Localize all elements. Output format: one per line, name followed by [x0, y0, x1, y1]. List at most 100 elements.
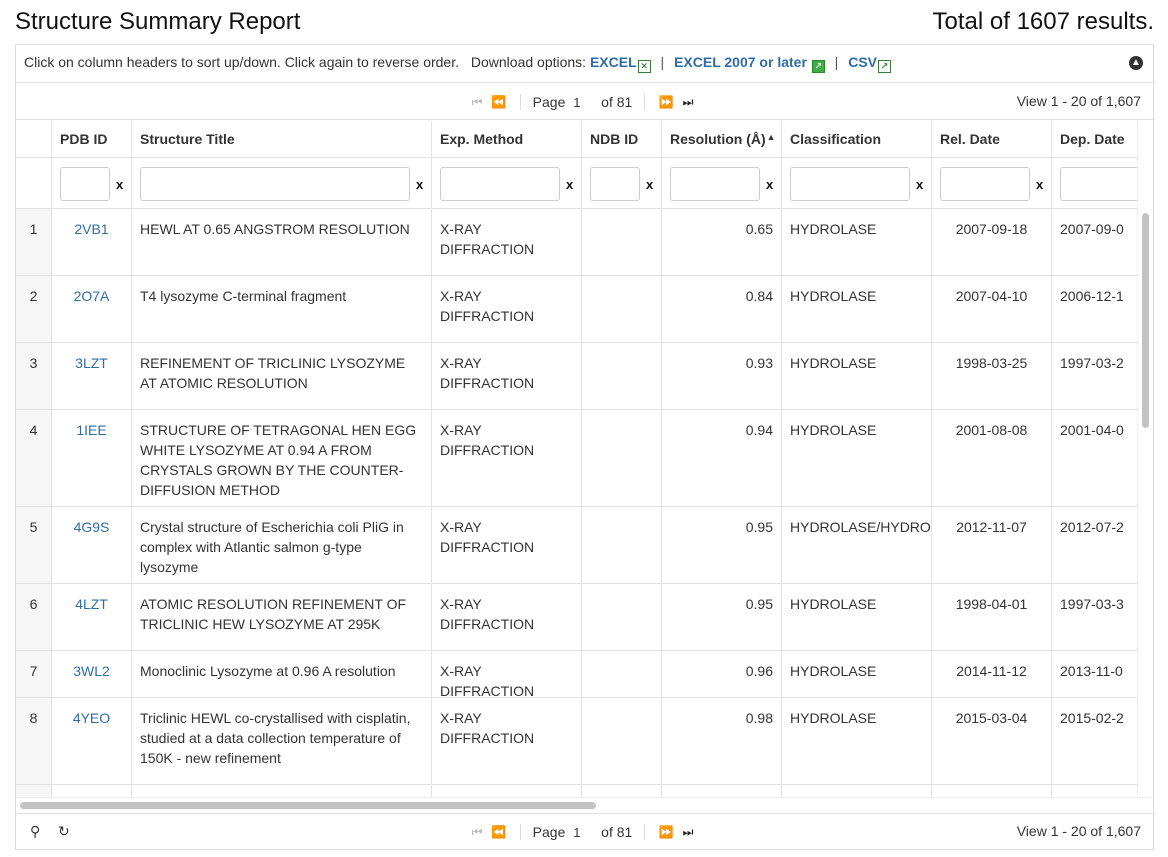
column-header-structure-title[interactable]: Structure Title	[132, 121, 432, 158]
prev-page-icon[interactable]: ⏪	[491, 825, 507, 840]
separator: |	[660, 54, 665, 70]
column-header-exp-method[interactable]: Exp. Method	[432, 121, 582, 158]
clear-filter-icon[interactable]: x	[566, 177, 574, 192]
column-header-resolution[interactable]: Resolution (Å)▲	[662, 121, 782, 158]
cell-exp-method: X-RAY DIFFRACTION	[432, 209, 582, 276]
view-range-text: View 1 - 20 of 1,607	[1016, 93, 1141, 109]
cell-exp-method: X-RAY DIFFRACTION	[432, 343, 582, 410]
search-icon[interactable]: ⚲	[30, 823, 41, 839]
download-excel-link[interactable]: EXCEL ✕	[590, 54, 651, 73]
table-row[interactable]: 2 2O7A T4 lysozyme C-terminal fragment X-RA…	[16, 276, 1138, 343]
pdb-id-link[interactable]: 1IEE	[76, 422, 107, 438]
filter-cell: x	[132, 158, 432, 209]
clear-filter-icon[interactable]: x	[646, 177, 654, 192]
filter-input-rel-date[interactable]	[940, 167, 1030, 201]
filter-cell: x	[782, 158, 932, 209]
prev-page-icon[interactable]: ⏪	[491, 95, 507, 110]
vertical-scroll-thumb[interactable]	[1142, 213, 1149, 428]
pdb-id-link[interactable]: 3LZT	[75, 355, 108, 371]
filter-input-structure-title[interactable]	[140, 167, 410, 201]
cell-rel-date: 2007-09-18	[932, 209, 1052, 276]
clear-filter-icon[interactable]: x	[416, 177, 424, 192]
column-header-classification[interactable]: Classification	[782, 121, 932, 158]
results-grid-frame: Click on column headers to sort up/down.…	[15, 44, 1154, 850]
cell-classification: HYDROLASE	[782, 276, 932, 343]
cell-pdb-id: 3LZT	[52, 343, 132, 410]
first-page-icon[interactable]: ⏮	[471, 824, 483, 839]
table-row[interactable]: 4 1IEE STRUCTURE OF TETRAGONAL HEN EGG WHI…	[16, 410, 1138, 507]
cell-ndb-id	[582, 698, 662, 785]
page-number-input[interactable]	[569, 93, 598, 112]
pdb-id-link[interactable]: 2O7A	[73, 288, 110, 304]
cell-exp-method	[432, 785, 582, 797]
clear-filter-icon[interactable]: x	[116, 177, 124, 192]
vertical-scrollbar[interactable]	[1137, 121, 1153, 797]
column-header-label: PDB ID	[60, 131, 108, 147]
cell-pdb-id: 2O7A	[52, 276, 132, 343]
table-row[interactable]: 1 2VB1 HEWL AT 0.65 ANGSTROM RESOLUTION X-R…	[16, 209, 1138, 276]
clear-filter-icon[interactable]: x	[916, 177, 924, 192]
cell-row-number: 8	[16, 698, 52, 785]
page-count: of 81	[601, 824, 633, 841]
cell-resolution: 0.95	[662, 507, 782, 584]
filter-cell	[16, 158, 52, 209]
last-page-icon[interactable]: ⏭	[682, 94, 694, 109]
next-page-icon[interactable]: ⏩	[658, 825, 674, 840]
filter-cell: x	[52, 158, 132, 209]
download-excel-2007-link[interactable]: EXCEL 2007 or later ↗	[674, 54, 825, 73]
last-page-icon[interactable]: ⏭	[682, 824, 694, 839]
divider	[644, 94, 646, 111]
filter-input-dep-date[interactable]	[1060, 167, 1138, 201]
pager-top: ⏮ ⏪ Page of 81 ⏩ ⏭ View 1 - 20 of 1,607	[16, 84, 1153, 120]
pdb-id-link[interactable]: 2VB1	[74, 221, 109, 237]
column-header-ndb-id[interactable]: NDB ID	[582, 121, 662, 158]
cell-pdb-id: 4YEO	[52, 698, 132, 785]
clear-filter-icon[interactable]: x	[1036, 177, 1044, 192]
horizontal-scrollbar[interactable]	[16, 797, 1153, 813]
refresh-icon[interactable]: ↻	[58, 823, 70, 839]
filter-input-pdb-id[interactable]	[60, 167, 110, 201]
cell-row-number: 3	[16, 343, 52, 410]
cell-dep-date: 2012-07-2	[1052, 507, 1138, 584]
table-row[interactable]: 3 3LZT REFINEMENT OF TRICLINIC LYSOZYME AT…	[16, 343, 1138, 410]
table-row[interactable]: 6 4LZT ATOMIC RESOLUTION REFINEMENT OF TRI…	[16, 584, 1138, 651]
first-page-icon[interactable]: ⏮	[471, 94, 483, 109]
next-page-icon[interactable]: ⏩	[658, 95, 674, 110]
clear-filter-icon[interactable]: x	[766, 177, 774, 192]
cell-structure-title: HEWL AT 0.65 ANGSTROM RESOLUTION	[132, 209, 432, 276]
sort-ascending-icon: ▲	[766, 132, 776, 142]
table-row[interactable]: 7 3WL2 Monoclinic Lysozyme at 0.96 A resol…	[16, 651, 1138, 698]
table-row[interactable]: 8 4YEO Triclinic HEWL co-crystallised with…	[16, 698, 1138, 785]
table-row[interactable]	[16, 785, 1138, 797]
download-csv-link[interactable]: CSV ↗	[848, 54, 891, 73]
cell-row-number: 5	[16, 507, 52, 584]
filter-input-exp-method[interactable]	[440, 167, 560, 201]
cell-classification: HYDROLASE	[782, 698, 932, 785]
filter-input-classification[interactable]	[790, 167, 910, 201]
cell-resolution: 0.65	[662, 209, 782, 276]
cell-pdb-id: 1IEE	[52, 410, 132, 507]
filter-input-resolution[interactable]	[670, 167, 760, 201]
cell-resolution: 0.84	[662, 276, 782, 343]
page-number-input[interactable]	[569, 823, 598, 842]
horizontal-scroll-thumb[interactable]	[20, 802, 596, 809]
pdb-id-link[interactable]: 4YEO	[72, 710, 111, 726]
pdb-id-link[interactable]: 4G9S	[73, 519, 110, 535]
total-results: Total of 1607 results.	[932, 8, 1154, 35]
column-header-dep-date[interactable]: Dep. Date	[1052, 121, 1138, 158]
column-header-rel-date[interactable]: Rel. Date	[932, 121, 1052, 158]
filter-input-ndb-id[interactable]	[590, 167, 640, 201]
pdb-id-link[interactable]: 4LZT	[75, 596, 108, 612]
column-header-pdb-id[interactable]: PDB ID	[52, 121, 132, 158]
table-row[interactable]: 5 4G9S Crystal structure of Escherichia co…	[16, 507, 1138, 584]
cell-ndb-id	[582, 785, 662, 797]
cell-rel-date	[932, 785, 1052, 797]
pdb-id-link[interactable]: 3WL2	[73, 663, 110, 679]
cell-ndb-id	[582, 276, 662, 343]
collapse-up-icon[interactable]: ▲	[1129, 56, 1143, 70]
cell-exp-method: X-RAY DIFFRACTION	[432, 651, 582, 698]
column-header-label: Exp. Method	[440, 131, 524, 147]
filter-cell: x	[662, 158, 782, 209]
download-label: Download options:	[470, 54, 587, 70]
